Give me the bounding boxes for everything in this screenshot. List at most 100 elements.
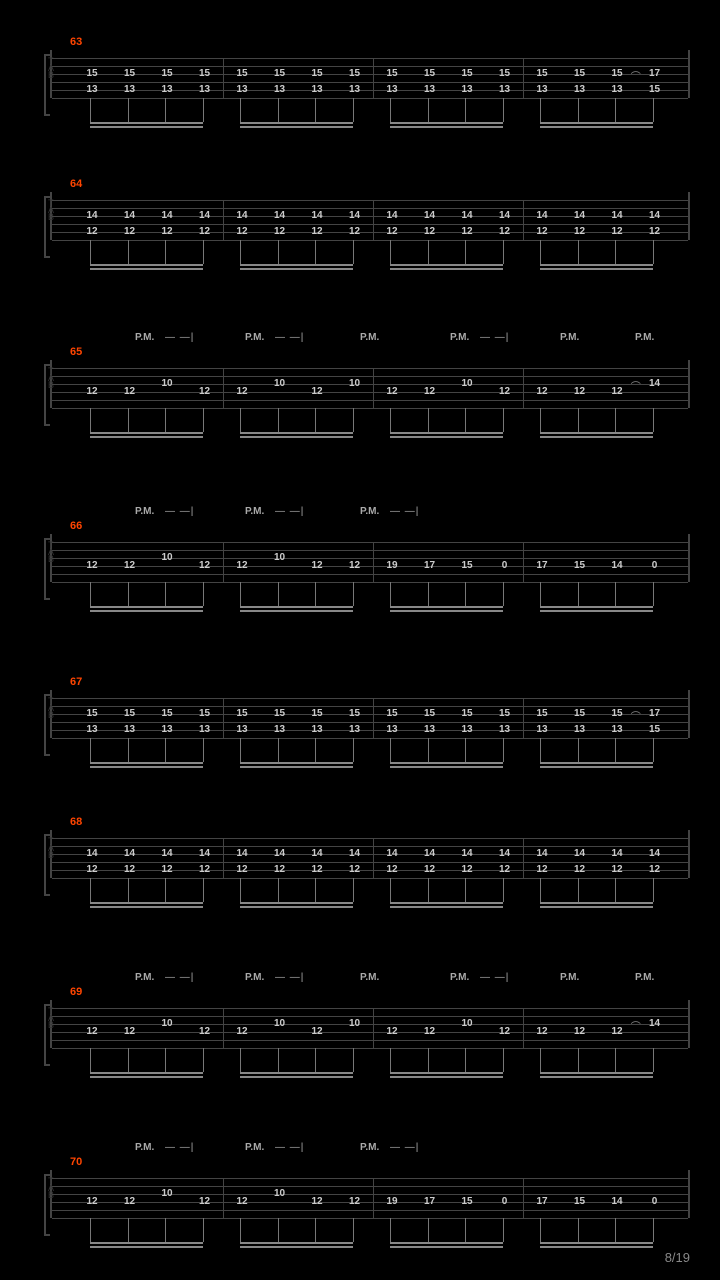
fret-number: 13	[572, 725, 588, 735]
beam-group	[540, 1060, 653, 1080]
string-line	[52, 392, 688, 393]
fret-number: 12	[122, 1197, 138, 1207]
fret-number: 15	[84, 69, 100, 79]
fret-number: 12	[384, 1027, 400, 1037]
fret-number: 14	[122, 211, 138, 221]
fret-number: 12	[234, 561, 250, 571]
fret-number: 12	[459, 227, 475, 237]
measure-number: 67	[70, 676, 82, 688]
measure-number: 64	[70, 178, 82, 190]
beam-group	[540, 110, 653, 130]
fret-number: 14	[647, 849, 663, 859]
fret-number: 13	[609, 85, 625, 95]
fret-number: 15	[122, 709, 138, 719]
fret-number: 0	[497, 1197, 513, 1207]
beat-divider	[373, 58, 374, 98]
tab-clef: TAB	[48, 368, 53, 389]
measure: 64TAB14121412141214121412141214121412141…	[50, 192, 690, 240]
fret-number: 15	[347, 709, 363, 719]
fret-number: 13	[609, 725, 625, 735]
fret-number: 15	[309, 709, 325, 719]
fret-number: 12	[609, 1027, 625, 1037]
page-number: 8/19	[665, 1250, 690, 1265]
fret-number: 12	[122, 561, 138, 571]
beam-group	[540, 594, 653, 614]
fret-number: 12	[197, 1197, 213, 1207]
fret-number: 14	[272, 211, 288, 221]
tab-staff: TAB12121012121012101212101212121214⌒	[50, 1000, 690, 1048]
fret-number: 12	[497, 387, 513, 397]
fret-number: 0	[497, 561, 513, 571]
beat-divider	[523, 542, 524, 582]
string-line	[52, 574, 688, 575]
fret-number: 10	[159, 553, 175, 563]
palm-mute-label: P.M.	[560, 972, 579, 983]
string-line	[52, 730, 688, 731]
beat-divider	[373, 542, 374, 582]
slide-icon: ⌒	[631, 1018, 641, 1033]
fret-number: 12	[384, 387, 400, 397]
tab-staff: TAB1513151315131513151315131513151315131…	[50, 690, 690, 738]
fret-number: 13	[122, 725, 138, 735]
fret-number: 12	[534, 1027, 550, 1037]
fret-number: 14	[609, 849, 625, 859]
fret-number: 12	[84, 387, 100, 397]
string-line	[52, 66, 688, 67]
palm-mute-label: P.M.	[360, 332, 379, 343]
palm-mute-label: P.M.	[360, 972, 379, 983]
fret-number: 13	[347, 85, 363, 95]
measure: P.M.— —|P.M.— —|P.M.P.M.— —|P.M.P.M.65TA…	[50, 360, 690, 408]
staff-bracket	[44, 538, 46, 598]
fret-number: 14	[122, 849, 138, 859]
string-line	[52, 200, 688, 201]
fret-number: 14	[647, 211, 663, 221]
tab-staff: TAB12121012121012101212101212121214⌒	[50, 360, 690, 408]
fret-number: 14	[422, 211, 438, 221]
string-line	[52, 82, 688, 83]
fret-number: 15	[159, 69, 175, 79]
fret-number: 14	[347, 211, 363, 221]
fret-number: 14	[422, 849, 438, 859]
tab-staff: TAB121210121210121219171501715140	[50, 534, 690, 582]
fret-number: 13	[384, 85, 400, 95]
fret-number: 12	[272, 227, 288, 237]
fret-number: 12	[609, 227, 625, 237]
measure: P.M.— —|P.M.— —|P.M.P.M.— —|P.M.P.M.69TA…	[50, 1000, 690, 1048]
fret-number: 15	[459, 69, 475, 79]
beam-group	[240, 1230, 353, 1250]
fret-number: 10	[272, 1189, 288, 1199]
fret-number: 12	[122, 387, 138, 397]
fret-number: 12	[497, 227, 513, 237]
string-line	[52, 550, 688, 551]
palm-mute-label: P.M.	[360, 506, 379, 517]
string-line	[52, 1202, 688, 1203]
fret-number: 12	[572, 865, 588, 875]
string-line	[52, 566, 688, 567]
fret-number: 15	[272, 69, 288, 79]
palm-mute-label: P.M.	[635, 972, 654, 983]
string-line	[52, 1178, 688, 1179]
beam-group	[390, 252, 503, 272]
fret-number: 13	[272, 725, 288, 735]
fret-number: 12	[609, 387, 625, 397]
fret-number: 12	[122, 1027, 138, 1037]
fret-number: 12	[84, 865, 100, 875]
fret-number: 13	[459, 725, 475, 735]
beam-group	[390, 890, 503, 910]
fret-number: 12	[609, 865, 625, 875]
string-line	[52, 854, 688, 855]
tab-clef: TAB	[48, 1008, 53, 1029]
fret-number: 15	[459, 709, 475, 719]
palm-mute-dash: — —|	[165, 506, 194, 517]
staff-bracket	[44, 54, 46, 114]
palm-mute-dash: — —|	[480, 332, 509, 343]
fret-number: 15	[459, 561, 475, 571]
fret-number: 14	[609, 561, 625, 571]
measure: 63TAB15131513151315131513151315131513151…	[50, 50, 690, 98]
fret-number: 12	[84, 1027, 100, 1037]
fret-number: 12	[647, 865, 663, 875]
string-line	[52, 542, 688, 543]
fret-number: 14	[84, 849, 100, 859]
palm-mute-label: P.M.	[245, 972, 264, 983]
fret-number: 12	[422, 387, 438, 397]
